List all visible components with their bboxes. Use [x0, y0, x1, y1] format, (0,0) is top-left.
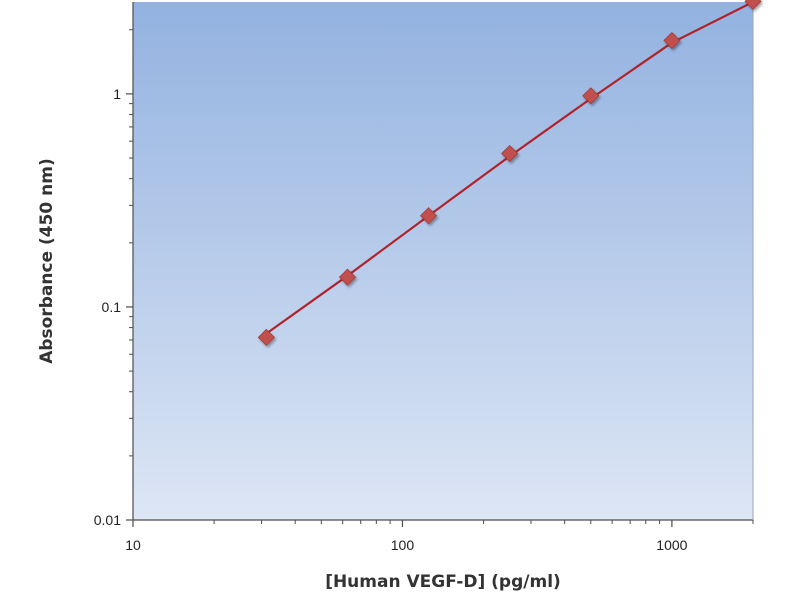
data-point — [257, 328, 275, 346]
x-tick-label: 10 — [125, 537, 141, 553]
data-point — [582, 87, 600, 105]
y-axis-title: Absorbance (450 nm) — [37, 158, 57, 364]
data-points-layer — [257, 0, 762, 346]
data-point — [419, 207, 438, 225]
axes — [126, 2, 754, 527]
y-tick-label: 0.01 — [94, 512, 121, 528]
x-tick-label: 100 — [391, 537, 415, 553]
x-axis-title: [Human VEGF-D] (pg/ml) — [325, 572, 561, 592]
x-tick-label: 1000 — [656, 537, 687, 553]
y-tick-label: 1 — [113, 86, 121, 102]
plot-area — [133, 2, 753, 520]
data-point — [501, 144, 519, 163]
data-point — [744, 0, 762, 10]
y-tick-label: 0.1 — [102, 299, 122, 315]
data-point — [338, 268, 357, 286]
tick-labels-layer: 0.01 0.1 1 10 100 1000 — [94, 86, 688, 553]
data-point — [663, 31, 681, 50]
